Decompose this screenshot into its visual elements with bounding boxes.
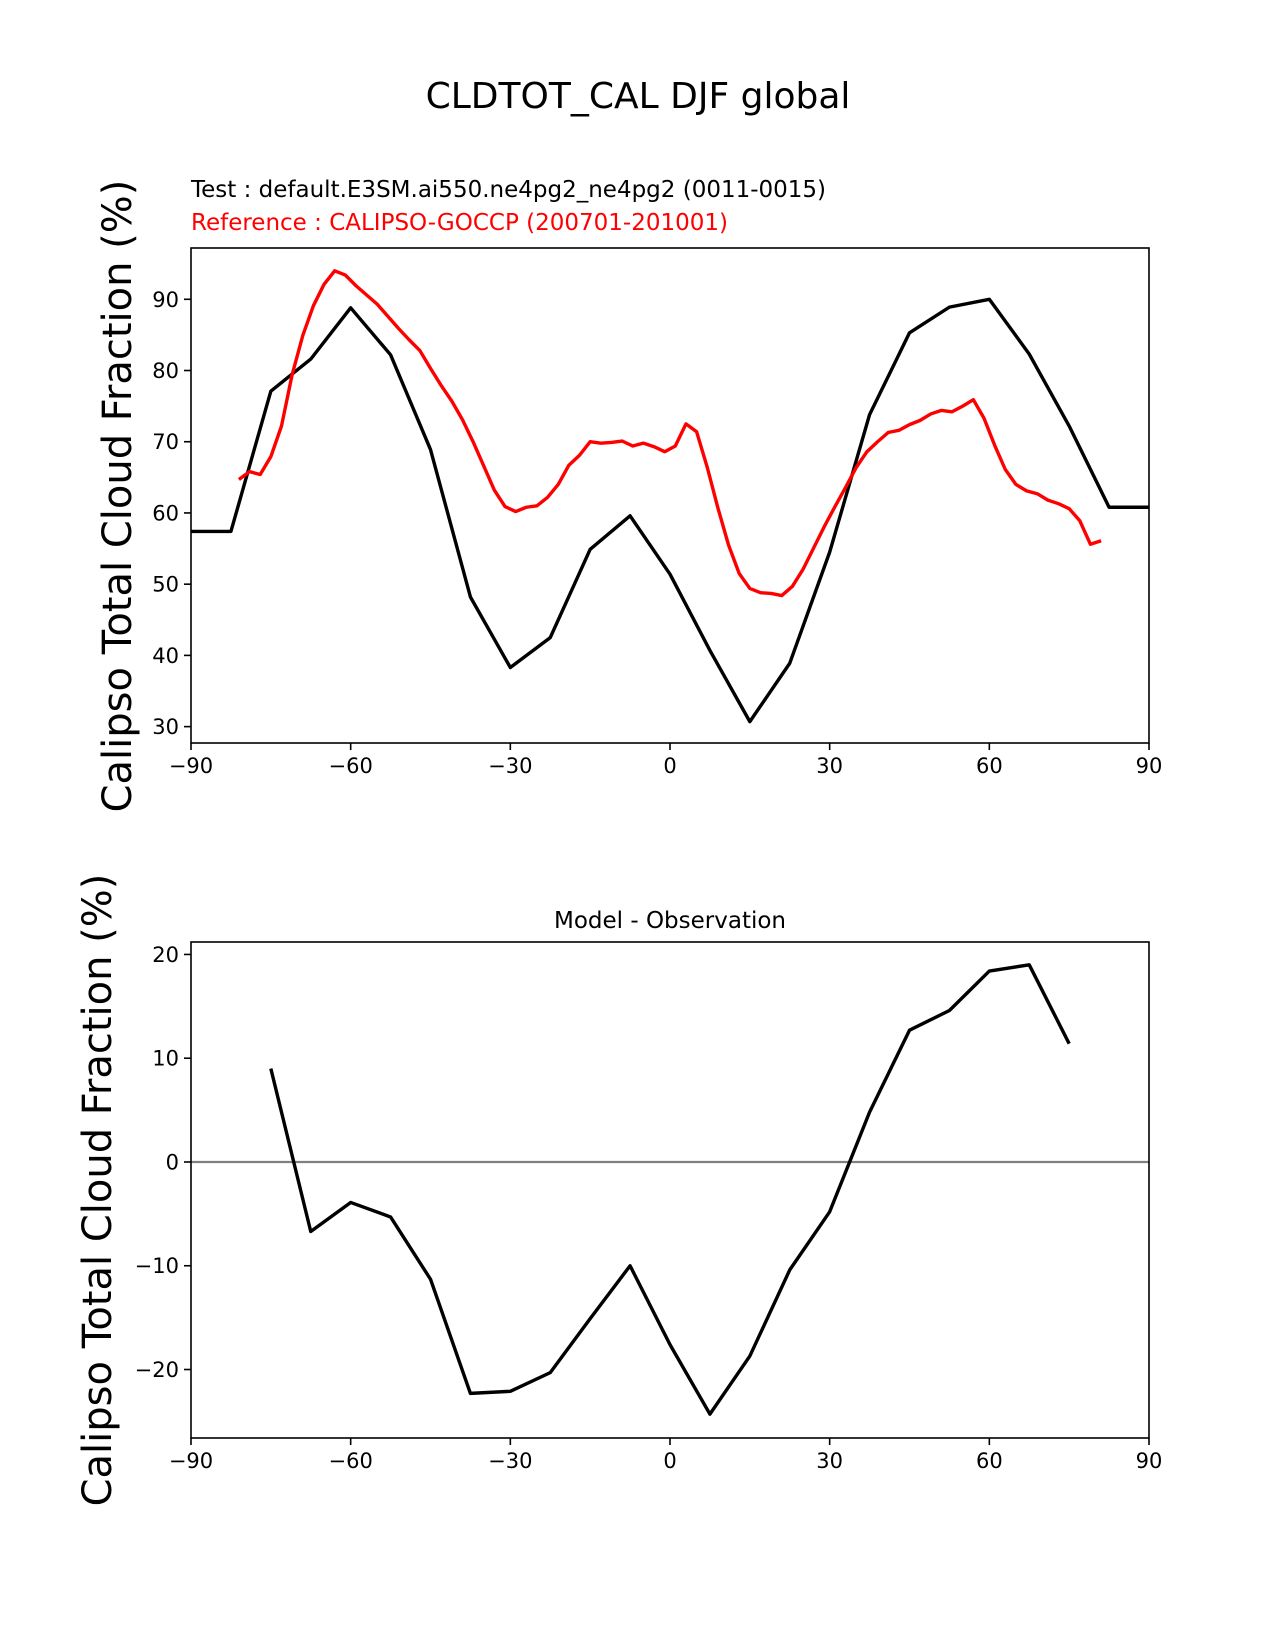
top-y-tick-label: 90 [152,288,179,312]
bottom-x-tick-label: 60 [976,1449,1003,1473]
bottom-y-axis-label: Calipso Total Cloud Fraction (%) [75,874,121,1507]
bottom-y-tick-label: 0 [166,1150,179,1174]
bottom-panel-title: Model - Observation [554,908,786,934]
top-y-tick-label: 50 [152,573,179,597]
bottom-y-tick-label: 10 [152,1047,179,1071]
top-panel: Test : default.E3SM.ai550.ne4pg2_ne4pg2 … [95,177,1162,812]
bottom-panel: Model - Observation −90 −60 −30 0 30 60 90−20−… [75,874,1162,1507]
bottom-x-tick-label: 30 [816,1449,843,1473]
reference-label: Reference : CALIPSO-GOCCP (200701-201001… [191,210,728,236]
top-y-tick-label: 60 [152,501,179,525]
top-axis-ticks: −90 −60 −30 0 30 60 90 30 40 50 60 70 80 90 [152,288,1162,778]
bottom-y-tick-label: −10 [135,1254,179,1278]
bottom-series-layer [191,963,1149,1416]
top-y-tick-label: 40 [152,644,179,668]
bottom-x-tick-label: −90 [169,1449,213,1473]
top-y-axis-label: Calipso Total Cloud Fraction (%) [95,180,141,813]
bottom-x-tick-label: 0 [663,1449,676,1473]
bottom-x-tick-label: −30 [488,1449,532,1473]
bottom-axis-ticks: −90 −60 −30 0 30 60 90 −20 −10 0 10 20 [135,943,1163,1473]
top-x-tick-label: 90 [1136,754,1163,778]
top-x-tick-label: −30 [488,754,532,778]
bottom-x-tick-label: −60 [329,1449,373,1473]
top-y-tick-label: 30 [152,715,179,739]
top-series-layer [191,269,1149,724]
top-x-tick-label: −90 [169,754,213,778]
top-x-tick-label: −60 [329,754,373,778]
figure-title: CLDTOT_CAL DJF global [426,76,851,117]
top-series-line-0 [191,297,1149,724]
top-x-tick-label: 60 [976,754,1003,778]
bottom-y-tick-label: −20 [135,1358,179,1382]
top-y-tick-label: 70 [152,430,179,454]
top-x-tick-label: 0 [663,754,676,778]
test-label: Test : default.E3SM.ai550.ne4pg2_ne4pg2 … [190,177,826,203]
top-series-line-1 [237,269,1102,598]
top-x-tick-label: 30 [816,754,843,778]
bottom-x-tick-label: 90 [1136,1449,1163,1473]
top-y-tick-label: 80 [152,359,179,383]
bottom-y-tick-label: 20 [152,943,179,967]
bottom-series-line-0 [269,963,1071,1416]
